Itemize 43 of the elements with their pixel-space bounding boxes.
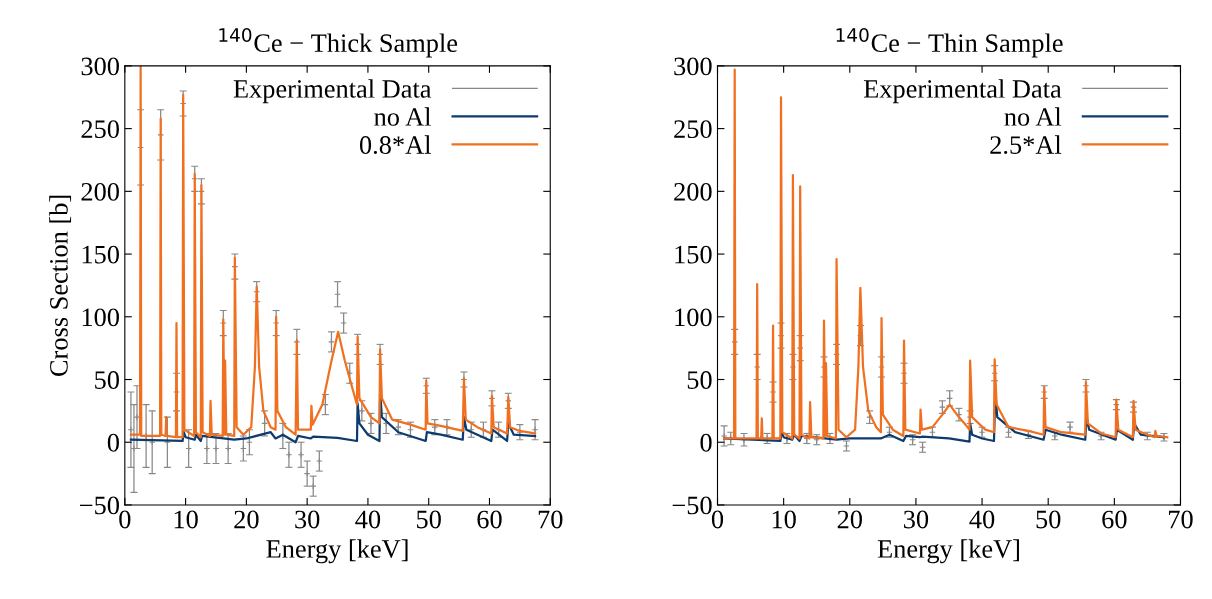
x-tick-label: 70 <box>1169 510 1193 529</box>
x-tick-label: 30 <box>903 510 929 529</box>
x-tick-label: 0 <box>119 510 131 529</box>
y-tick-label: 250 <box>81 120 119 139</box>
y-tick-label: 0 <box>700 433 712 452</box>
legend-label: 0.8*Al <box>359 135 431 155</box>
y-tick-label: 300 <box>81 57 119 76</box>
y-tick-label: 100 <box>675 308 712 327</box>
y-axis-title: Cross Section [b] <box>49 195 72 376</box>
x-tick-label: 50 <box>417 510 441 529</box>
legend-label: Experimental Data <box>863 79 1062 104</box>
legend-label: 2.5*Al <box>990 135 1062 155</box>
y-tick-label: 200 <box>81 182 119 201</box>
y-tick-label: −50 <box>80 496 119 515</box>
y-tick-label: 150 <box>675 245 712 264</box>
chart-title: $^{140}$Ce − Thin Sample <box>836 27 1063 58</box>
y-tick-label: −50 <box>672 496 712 515</box>
x-tick-label: 20 <box>837 510 862 529</box>
x-tick-label: 40 <box>355 510 381 529</box>
y-tick-label: 100 <box>82 308 119 327</box>
x-tick-label: 70 <box>538 510 563 529</box>
y-tick-label: 200 <box>674 182 712 201</box>
x-tick-label: 20 <box>234 510 259 529</box>
x-tick-label: 50 <box>1036 510 1061 529</box>
x-tick-label: 60 <box>1102 510 1127 529</box>
legend-label: no Al <box>1004 107 1062 126</box>
y-tick-label: 0 <box>107 433 119 452</box>
x-tick-label: 10 <box>174 510 198 529</box>
y-tick-label: 50 <box>95 371 119 389</box>
x-tick-label: 10 <box>772 510 796 529</box>
y-tick-label: 300 <box>674 57 712 76</box>
legend-label: Experimental Data <box>233 79 432 104</box>
chart-title: $^{140}$Ce − Thick Sample <box>219 27 458 58</box>
y-tick-label: 150 <box>82 245 119 264</box>
x-tick-label: 40 <box>969 510 995 529</box>
x-tick-label: 60 <box>477 510 502 529</box>
y-tick-label: 250 <box>674 120 712 139</box>
y-tick-label: 50 <box>687 371 712 389</box>
legend-label: no Al <box>374 107 431 126</box>
x-axis-title: Energy [keV] <box>266 539 408 564</box>
x-axis-title: Energy [keV] <box>877 539 1019 564</box>
x-tick-label: 30 <box>295 510 320 529</box>
x-tick-label: 0 <box>711 510 724 529</box>
